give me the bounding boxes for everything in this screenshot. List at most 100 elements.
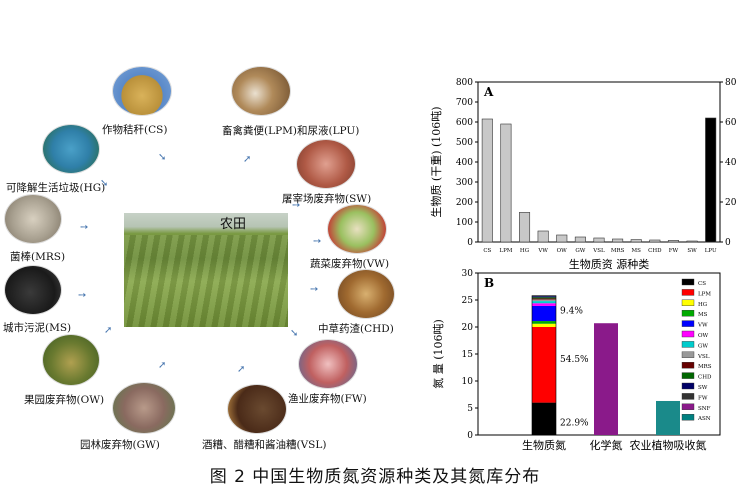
chart-a-ytick-label: 600 [456,118,473,128]
arrow-icon: ➘ [290,328,299,339]
chart-b-legend-swatch [681,341,695,348]
figure-caption: 图 2 中国生物质氮资源种类及其氮库分布 [209,467,541,487]
arrow-icon: ➚ [104,325,113,336]
chart-b-ytick-label: 10 [462,377,474,387]
chart-b-legend-label: MRS [698,364,712,370]
chart-a-xlabel: 生物质资 源种类 [569,257,650,271]
chart-b-legend-swatch [681,299,695,307]
chart-a-ytick-label: 700 [456,98,473,108]
label-gw: 园林废弃物(GW) [80,439,160,451]
chart-b-panel-label: B [484,276,494,290]
chart-b-percent-label: 22.9% [560,418,589,428]
chart-a-bar [556,234,568,243]
arrow-icon: ➘ [100,178,109,189]
chart-a-xtick-label: CS [483,248,491,254]
chart-a-ylabel: 生物质 (干重) (106吨) [429,106,443,217]
chart-a-bar [630,239,642,243]
chart-b-stack-segment [532,298,556,300]
garden-waste-image [113,383,175,433]
chart-b-legend-label: OW [698,333,709,339]
chart-b-legend-swatch [681,393,695,400]
chart-b-ytick-label: 15 [462,350,474,360]
chart-b-legend-label: VSL [697,354,710,360]
chart-a-ytick-label: 100 [456,218,473,228]
slaughterhouse-waste-image [297,140,355,188]
chart-b-stack-segment [532,299,556,302]
chart-b-ytick-label: 30 [462,269,474,279]
label-vw: 蔬菜废弃物(VW) [310,258,390,270]
mushroom-residue-image [5,195,61,243]
chart-a-y2tick-label: 0 [725,238,731,248]
arrow-icon: ➙ [80,222,89,233]
fishery-waste-image [299,340,357,388]
arrow-icon: ➚ [243,154,252,165]
chart-b-legend-swatch [681,372,695,379]
chart-b-legend-swatch [681,289,695,296]
chart-b-legend-swatch [681,330,695,338]
chart-b-xtick-label: 生物质氮 [522,438,566,452]
chart-b-legend-label: SNF [698,406,711,412]
chart-a-xtick-label: MRS [611,248,625,254]
chart-b-legend-label: HG [698,302,707,308]
chart-a-bar [649,239,661,243]
chart-b-stack-segment [532,327,556,403]
chart-b-ylabel: 氮 量 (106吨) [431,319,445,389]
chart-a-y2tick-label: 20 [725,198,737,208]
chart-a-bar [612,238,624,243]
chart-b-legend-swatch [681,351,695,358]
chart-b-legend-label: FW [698,395,708,401]
chart-a-xtick-label: HG [520,248,529,254]
chart-b-xtick-label: 农业植物吸收氮 [630,438,707,452]
label-chd: 中草药渣(CHD) [318,323,394,335]
chart-b-legend-swatch [681,362,695,369]
chart-a-bar [593,237,605,243]
chart-a-bar [481,118,493,243]
label-vsl: 酒糟、醋糟和酱油糟(VSL) [202,439,327,451]
household-garbage-image [43,125,99,173]
farmland-photo: 农田 [124,213,288,327]
chart-b-stack-segment [532,321,556,324]
chart-b-legend-label: MS [698,312,708,318]
chart-a-ytick-label: 500 [456,138,473,148]
chart-a-xtick-label: VW [537,248,548,254]
chart-b-legend-label: ASN [697,416,711,422]
chart-a-xtick-label: MS [632,248,642,254]
chart-a-bar [705,117,717,243]
chart-b-legend-label: VW [697,323,708,329]
chart-a-xtick-label: SW [687,248,697,254]
label-hg: 可降解生活垃圾(HG) [6,182,106,194]
arrow-icon: ➙ [78,290,87,301]
livestock-manure-image [232,67,290,115]
chart-a-ytick-label: 800 [456,78,473,88]
chart-b-bar-chemical [594,323,618,435]
chart-a-y2tick-label: 40 [725,158,737,168]
chart-a-xtick-label: LPU [705,248,717,254]
chart-b-legend-label: GW [698,343,708,349]
chart-b-stack-segment [532,296,556,298]
chart-b-ytick-label: 20 [462,323,474,333]
chart-a-ytick-label: 300 [456,178,473,188]
chart-b-ytick-label: 5 [467,404,473,414]
chart-b-legend-swatch [681,403,695,410]
chart-b-stack-outline [531,295,557,436]
chart-b-ytick-label: 0 [467,431,473,441]
chart-a-xtick-label: GW [575,248,585,254]
label-lpm: 畜禽粪便(LPM)和尿液(LPU) [222,125,360,137]
arrow-icon: ➙ [310,284,319,295]
chart-b-percent-label: 9.4% [560,307,583,317]
chart-b-legend-label: CHD [698,375,712,381]
chart-a-xtick-label: VSL [592,248,605,254]
chart-b-legend-swatch [681,382,695,390]
chart-b-legend-swatch [681,309,695,317]
chart-a-xtick-label: OW [557,248,568,254]
chart-b-legend-swatch [681,278,695,286]
chart-a-xtick-label: LPM [499,248,512,254]
label-sw: 屠宰场废弃物(SW) [282,193,372,205]
distillers-grains-image [228,385,286,433]
chart-b-stack-segment [532,303,556,306]
chart-b-bar-plant [656,400,680,435]
chart-b-legend-label: CS [698,281,706,287]
chart-a-bar [537,230,549,243]
chart-b-legend-swatch [681,414,695,421]
